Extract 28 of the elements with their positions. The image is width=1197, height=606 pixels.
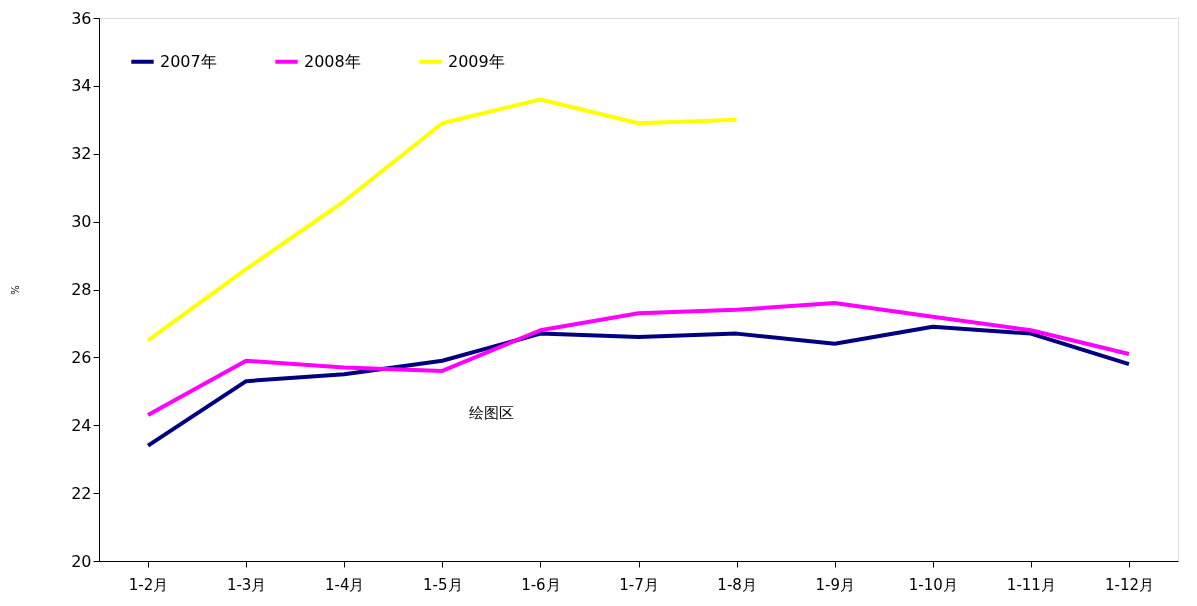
x-tick-label: 1-3月 bbox=[226, 575, 267, 594]
y-tick-label: 28 bbox=[71, 280, 92, 299]
line-series bbox=[146, 324, 1131, 448]
y-axis-title: % bbox=[10, 285, 22, 295]
legend-label: 2007年 bbox=[160, 51, 217, 71]
line-series bbox=[146, 97, 739, 343]
annotation: 绘图区 bbox=[469, 404, 514, 422]
y-tick-label: 36 bbox=[71, 8, 92, 28]
x-tick-label: 1-9月 bbox=[815, 575, 855, 594]
legend-label: 2008年 bbox=[304, 51, 361, 71]
x-tick-label: 1-7月 bbox=[619, 575, 659, 594]
x-tick-label: 1-6月 bbox=[521, 575, 561, 594]
x-tick-label: 1-4月 bbox=[324, 575, 365, 594]
x-tick-label: 1-5月 bbox=[423, 575, 463, 594]
y-tick-label: 30 bbox=[71, 212, 92, 232]
y-tick-label: 26 bbox=[71, 347, 92, 367]
x-tick-label: 1-2月 bbox=[128, 575, 169, 594]
y-tick-label: 22 bbox=[71, 483, 92, 503]
y-tick-label: 34 bbox=[71, 76, 92, 96]
legend-label: 2009年 bbox=[448, 51, 505, 71]
x-tick-label: 1-11月 bbox=[1006, 575, 1056, 594]
x-tick-label: 1-12月 bbox=[1104, 575, 1154, 594]
x-tick-label: 1-10月 bbox=[908, 575, 958, 594]
line-series bbox=[146, 301, 1131, 418]
x-tick-label: 1-8月 bbox=[717, 575, 757, 594]
y-tick-label: 32 bbox=[71, 144, 92, 164]
y-tick-label: 24 bbox=[71, 415, 92, 435]
y-tick-label: 20 bbox=[71, 551, 92, 571]
